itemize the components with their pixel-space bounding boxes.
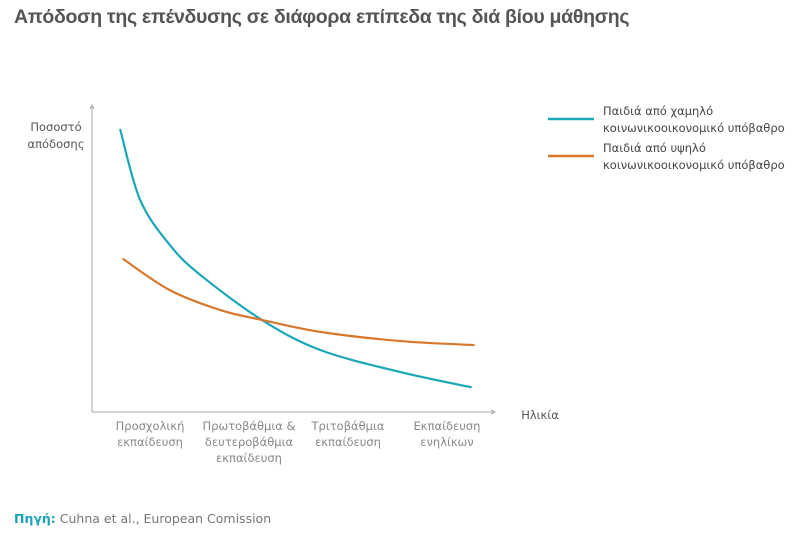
x-tick-label: Τριτοβάθμια xyxy=(311,419,385,433)
source-note: Πηγή: Cuhna et al., European Comission xyxy=(14,511,271,526)
x-tick-label: εκπαίδευση xyxy=(315,435,381,449)
series-line-1 xyxy=(119,128,472,389)
x-tick-label: Προσχολική xyxy=(116,419,185,433)
legend-label-1: Παιδιά από χαμηλό xyxy=(603,104,713,118)
y-axis-label: απόδοσης xyxy=(28,137,85,151)
y-axis-label: Ποσοστό xyxy=(30,120,81,134)
source-text: Cuhna et al., European Comission xyxy=(59,511,272,526)
x-axis-label: Ηλικία xyxy=(521,408,559,422)
legend-label-1: κοινωνικοοικονομικό υπόβαθρο xyxy=(603,121,785,135)
x-tick-label: Εκπαίδευση xyxy=(414,419,481,433)
x-axis-arrow-icon xyxy=(490,409,497,415)
source-label: Πηγή: xyxy=(14,511,56,526)
chart-title: Απόδοση της επένδυσης σε διάφορα επίπεδα… xyxy=(14,6,630,28)
x-tick-label: εκπαίδευση xyxy=(117,435,183,449)
series-line-2 xyxy=(122,258,475,347)
x-tick-label: ενηλίκων xyxy=(420,435,473,449)
x-tick-label: Πρωτοβάθμια & xyxy=(203,419,296,433)
legend-label-2: κοινωνικοοικονομικό υπόβαθρο xyxy=(603,158,785,172)
y-axis-arrow-icon xyxy=(89,103,95,110)
x-tick-label: δευτεροβάθμια xyxy=(205,435,294,449)
legend-label-2: Παιδιά από υψηλό xyxy=(603,141,706,155)
x-tick-label: εκπαίδευση xyxy=(216,451,282,465)
